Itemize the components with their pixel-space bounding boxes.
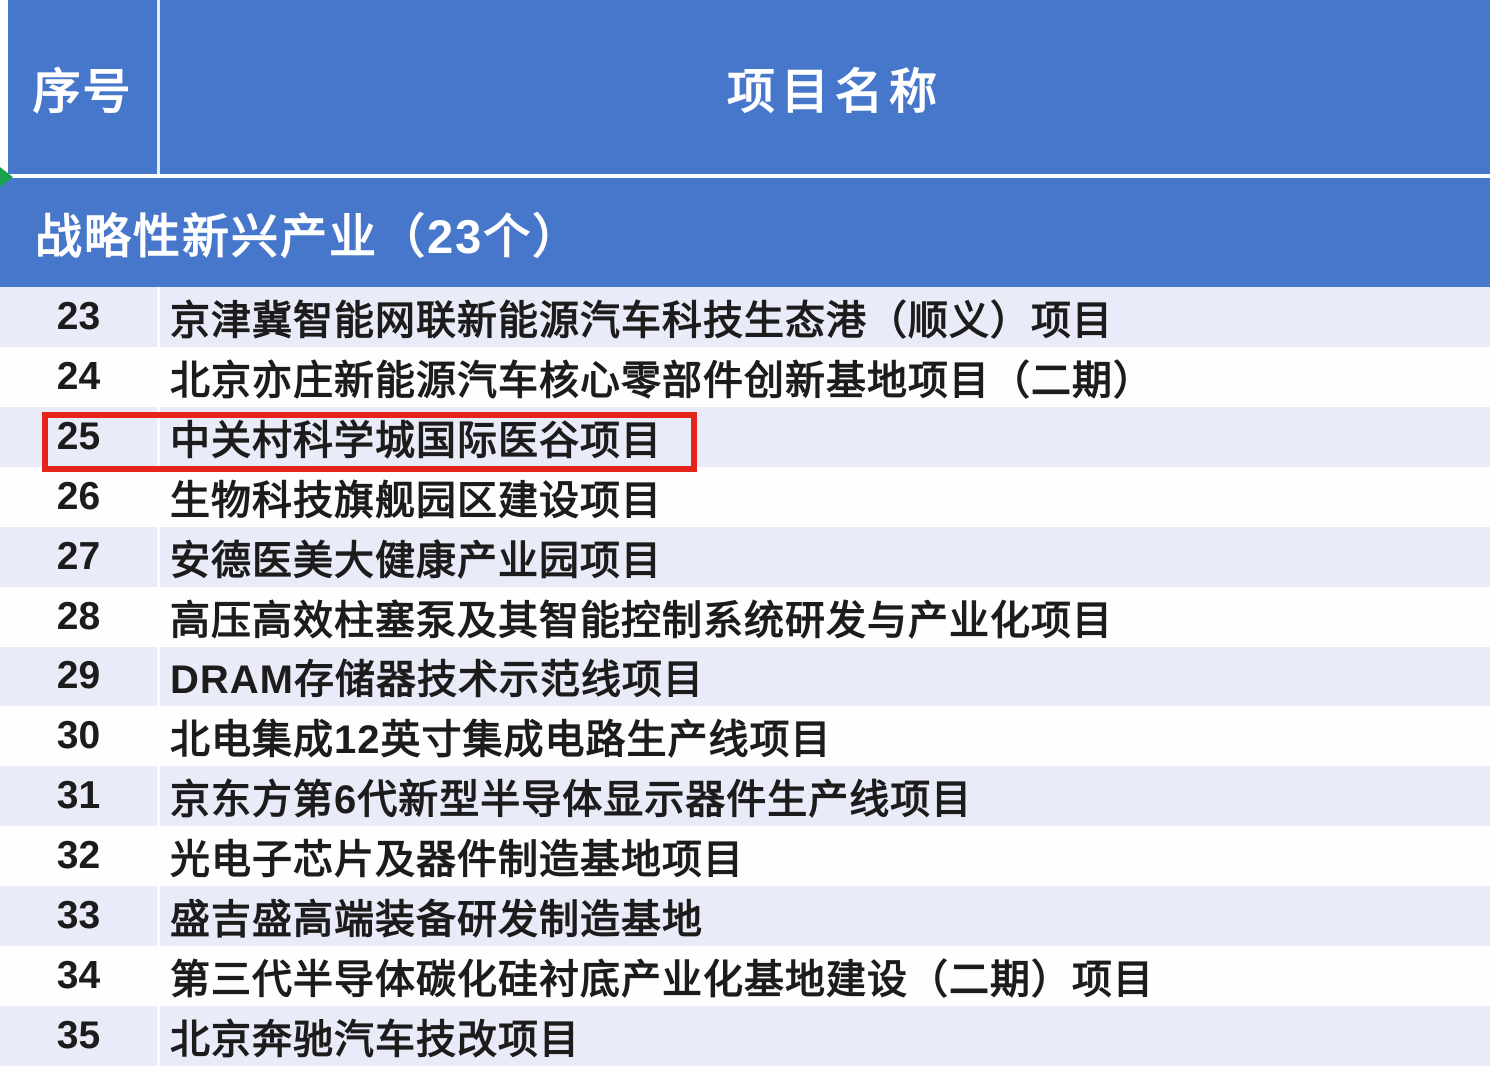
row-project-name: 第三代半导体碳化硅衬底产业化基地建设（二期）项目: [170, 958, 1154, 1003]
row-number: 24: [56, 354, 101, 398]
section-header: 战略性新兴产业（23个）: [0, 178, 1490, 287]
row-project-name: 京津冀智能网联新能源汽车科技生态港（顺义）项目: [170, 298, 1113, 343]
row-number: 28: [56, 594, 101, 638]
table-row: 32 光电子芯片及器件制造基地项目: [0, 826, 1490, 887]
green-triangle-icon: [0, 167, 13, 187]
table-row: 29 DRAM存储器技术示范线项目: [0, 646, 1490, 707]
row-number: 33: [56, 894, 101, 938]
table-row: 31 京东方第6代新型半导体显示器件生产线项目: [0, 766, 1490, 827]
row-project-name: 北京亦庄新能源汽车核心零部件创新基地项目（二期）: [170, 358, 1154, 403]
table-row: 28 高压高效柱塞泵及其智能控制系统研发与产业化项目: [0, 586, 1490, 647]
row-number: 27: [56, 534, 101, 578]
row-project-name: 中关村科学城国际医谷项目: [170, 418, 662, 463]
row-number: 25: [56, 414, 101, 458]
header-cell-serial: 序号: [32, 66, 133, 119]
row-project-name: 京东方第6代新型半导体显示器件生产线项目: [170, 778, 973, 823]
row-project-name: 盛吉盛高端装备研发制造基地: [170, 898, 703, 943]
table-header-row: 序号 项目名称: [8, 0, 1490, 174]
row-number: 35: [56, 1014, 101, 1058]
row-project-name: 光电子芯片及器件制造基地项目: [170, 838, 744, 883]
red-highlight-box: [42, 412, 697, 472]
table-row: 27 安德医美大健康产业园项目: [0, 526, 1490, 587]
row-project-name: DRAM存储器技术示范线项目: [170, 658, 704, 703]
table-row: 23 京津冀智能网联新能源汽车科技生态港（顺义）项目: [0, 287, 1490, 347]
row-number: 32: [56, 834, 101, 878]
row-number: 26: [56, 474, 101, 518]
row-project-name: 北京奔驰汽车技改项目: [170, 1018, 580, 1063]
row-project-name: 北电集成12英寸集成电路生产线项目: [170, 718, 832, 763]
table-row: 26 生物科技旗舰园区建设项目: [0, 466, 1490, 527]
table-row: 30 北电集成12英寸集成电路生产线项目: [0, 706, 1490, 767]
table-row: 24 北京亦庄新能源汽车核心零部件创新基地项目（二期）: [0, 346, 1490, 407]
table-body: 23 京津冀智能网联新能源汽车科技生态港（顺义）项目 24 北京亦庄新能源汽车核…: [0, 287, 1490, 1066]
row-number: 31: [56, 774, 101, 818]
table-row: 35 北京奔驰汽车技改项目: [0, 1006, 1490, 1066]
table-row: 34 第三代半导体碳化硅衬底产业化基地建设（二期）项目: [0, 946, 1490, 1007]
rows-column-divider: [157, 287, 160, 1066]
column-divider: [157, 0, 160, 174]
row-project-name: 生物科技旗舰园区建设项目: [170, 478, 662, 523]
header-cell-project-name: 项目名称: [726, 66, 943, 119]
row-number: 29: [56, 654, 101, 698]
table-row: 33 盛吉盛高端装备研发制造基地: [0, 886, 1490, 947]
row-project-name: 高压高效柱塞泵及其智能控制系统研发与产业化项目: [170, 598, 1113, 643]
row-project-name: 安德医美大健康产业园项目: [170, 538, 662, 583]
row-number: 23: [56, 294, 101, 338]
row-number: 30: [56, 714, 101, 758]
row-number: 34: [56, 954, 101, 998]
